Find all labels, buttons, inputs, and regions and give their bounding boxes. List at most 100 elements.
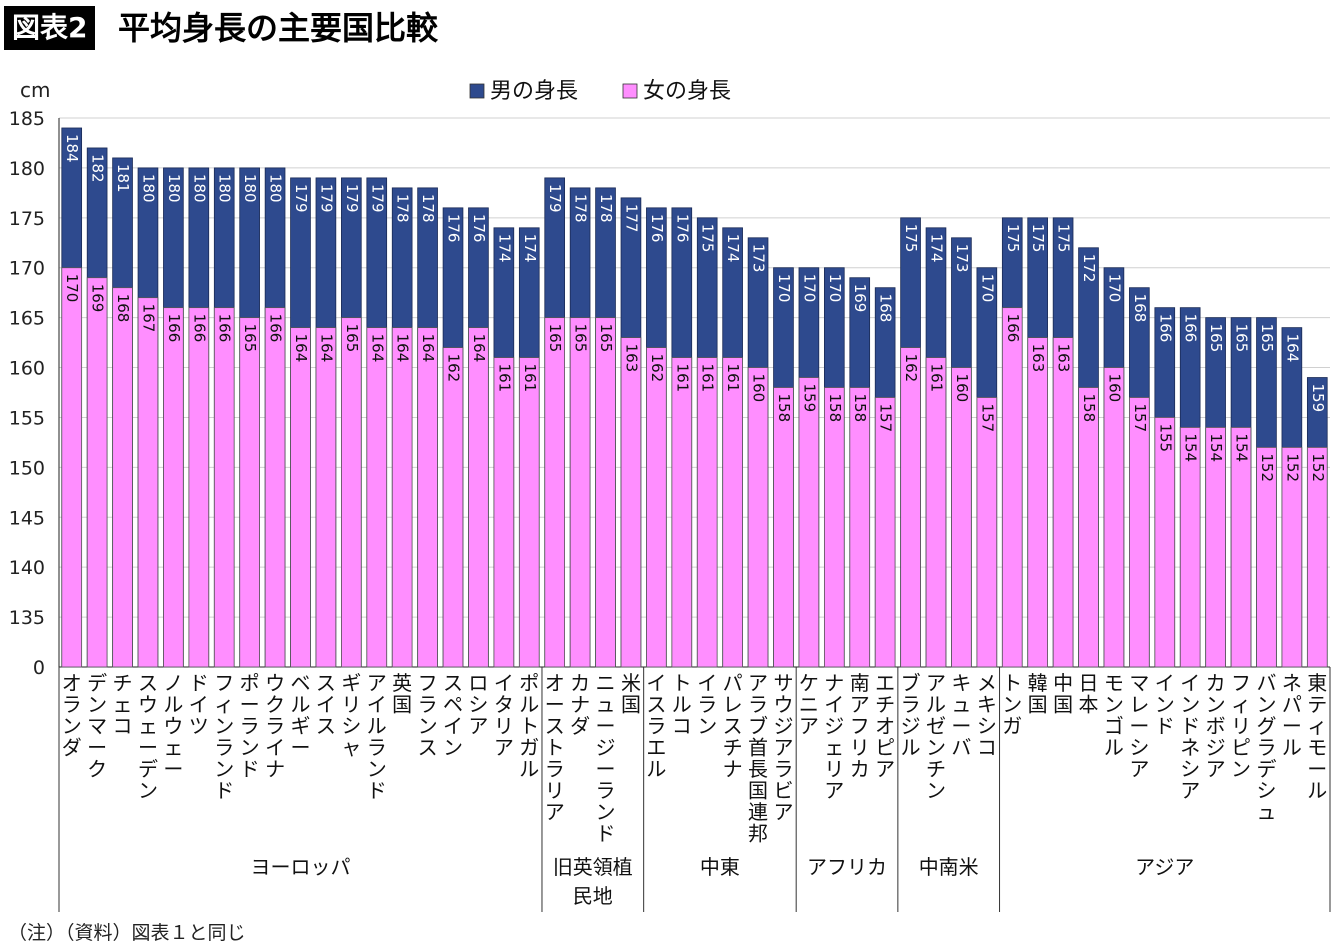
female-value-label: 164 (470, 334, 488, 363)
male-value-label: 178 (572, 194, 590, 223)
male-value-label: 176 (445, 214, 463, 243)
male-value-label: 170 (826, 274, 844, 303)
category-label: メキシコ (977, 671, 997, 760)
male-value-label: 175 (699, 224, 717, 253)
male-value-label: 179 (317, 184, 335, 213)
category-label: ロシア (468, 671, 488, 738)
female-value-label: 154 (1233, 433, 1251, 462)
male-value-label: 174 (927, 234, 945, 263)
male-value-label: 184 (63, 134, 81, 163)
legend-swatch-male (469, 83, 485, 99)
female-bar (264, 307, 286, 668)
group-label: 旧英領植民地 (553, 855, 633, 908)
category-label: アラブ首長国連邦 (748, 671, 768, 846)
female-value-label: 166 (165, 314, 183, 343)
group-label: 中東 (700, 855, 740, 879)
y-tick-label: 155 (9, 407, 45, 429)
female-value-label: 155 (1156, 423, 1174, 452)
category-label: 中国 (1053, 671, 1073, 717)
male-value-label: 170 (978, 274, 996, 303)
male-value-label: 165 (1233, 324, 1251, 353)
male-value-label: 182 (89, 154, 107, 183)
category-label: 南アフリカ (850, 671, 870, 781)
female-value-label: 169 (89, 284, 107, 313)
female-value-label: 165 (546, 324, 564, 353)
category-label: ギリシャ (341, 671, 361, 760)
category-label: ナイジェリア (824, 671, 844, 803)
category-label: 日本 (1079, 671, 1099, 717)
female-bar (976, 397, 998, 668)
group-label: ヨーロッパ (250, 855, 350, 879)
figure-number-badge: 図表2 (4, 6, 96, 50)
category-label: イスラエル (646, 671, 666, 781)
female-bar (493, 357, 515, 668)
male-value-label: 164 (1283, 334, 1301, 363)
male-value-label: 165 (1258, 324, 1276, 353)
female-value-label: 164 (317, 334, 335, 363)
female-value-label: 162 (648, 354, 666, 383)
male-value-label: 175 (1004, 224, 1022, 253)
category-label: フィンランド (214, 671, 234, 803)
male-value-label: 170 (800, 274, 818, 303)
female-bar (417, 327, 438, 668)
y-tick-label: 140 (9, 557, 45, 579)
female-value-label: 166 (216, 314, 234, 343)
male-value-label: 174 (495, 234, 513, 263)
male-value-label: 179 (292, 184, 310, 213)
female-value-label: 163 (1055, 344, 1073, 373)
female-bar (646, 347, 667, 668)
female-value-label: 166 (190, 314, 208, 343)
female-bar (290, 327, 311, 668)
male-value-label: 181 (114, 164, 132, 193)
legend-label-female: 女の身長 (643, 79, 731, 104)
female-value-label: 158 (851, 394, 869, 423)
female-bar (61, 267, 83, 668)
category-label: キューバ (951, 671, 971, 760)
male-value-label: 180 (165, 174, 183, 203)
female-value-label: 161 (495, 364, 513, 393)
male-value-label: 179 (546, 184, 564, 213)
group-label: アフリカ (807, 855, 887, 879)
y-tick-label: 175 (9, 208, 45, 230)
category-label: ニュージーランド (596, 671, 616, 846)
category-label: ケニア (799, 671, 819, 738)
female-value-label: 160 (750, 374, 768, 403)
female-bar (849, 387, 871, 668)
y-tick-label: 165 (9, 308, 45, 330)
category-label: 米国 (621, 671, 641, 717)
female-bar (1256, 446, 1277, 668)
category-label: オーストラリア (545, 671, 565, 824)
female-bar (951, 367, 972, 668)
category-label: パレスチナ (723, 671, 743, 781)
female-bar (1306, 446, 1328, 668)
category-label: フィリピン (1231, 671, 1251, 781)
female-value-label: 161 (699, 364, 717, 393)
female-value-label: 163 (1029, 344, 1047, 373)
category-label: バングラデシュ (1256, 671, 1276, 824)
female-value-label: 165 (597, 324, 615, 353)
female-value-label: 158 (775, 394, 793, 423)
female-value-label: 152 (1258, 453, 1276, 482)
female-value-label: 170 (63, 274, 81, 303)
male-value-label: 178 (419, 194, 437, 223)
female-value-label: 161 (521, 364, 539, 393)
female-bar (773, 387, 794, 668)
female-value-label: 165 (241, 324, 259, 353)
category-label: トンガ (1002, 671, 1022, 738)
female-bar (874, 397, 896, 668)
male-value-label: 175 (902, 224, 920, 253)
male-value-label: 180 (139, 174, 157, 203)
female-value-label: 152 (1283, 453, 1301, 482)
female-bar (747, 367, 769, 668)
category-label: アルゼンチン (926, 671, 946, 803)
female-bar (1078, 387, 1099, 668)
female-bar (595, 317, 616, 668)
female-bar (188, 307, 210, 668)
male-value-label: 166 (1182, 314, 1200, 343)
male-value-label: 174 (724, 234, 742, 263)
category-label: インド (1155, 671, 1175, 738)
male-value-label: 169 (851, 284, 869, 313)
category-label: スウェーデン (138, 671, 158, 803)
male-value-label: 172 (1080, 254, 1098, 283)
group-label: アジア (1135, 855, 1194, 879)
